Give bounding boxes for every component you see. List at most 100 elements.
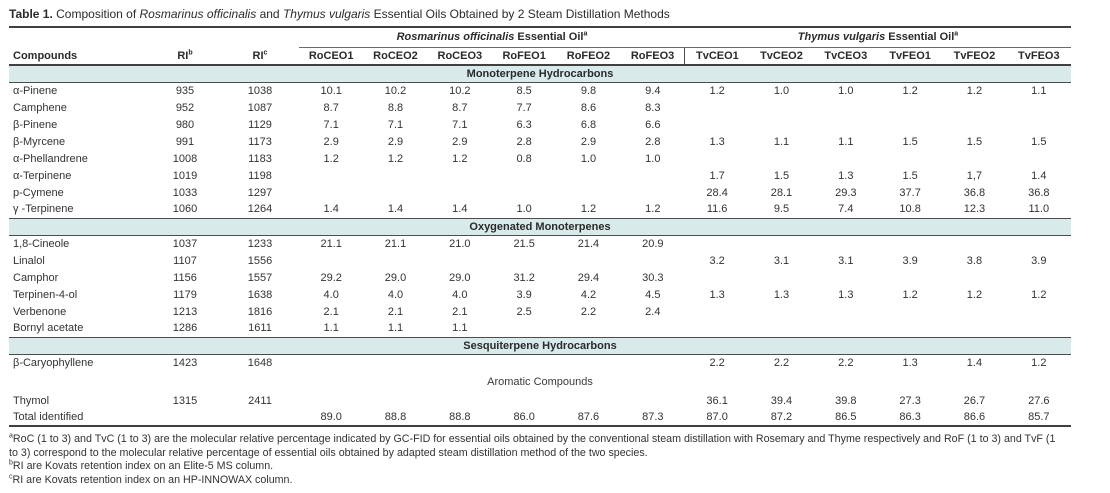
value-cell [556,354,620,371]
value-cell [492,252,556,269]
table-title: Table 1. Composition of Rosmarinus offic… [9,7,1071,21]
ri-b-cell: 1060 [172,203,198,216]
value-cell: 87.2 [770,411,793,423]
value-cell [878,150,942,167]
compound-cell: β-Caryophyllene [13,356,94,369]
value-cell [878,320,942,337]
value-cell: 9.8 [580,84,597,97]
value-cell [556,252,620,269]
value-cell [299,354,363,371]
value-cell: 1.3 [838,288,854,301]
value-cell: 1.2 [1031,356,1047,369]
value-cell: 11.6 [706,203,728,216]
compound-cell: γ -Terpinene [13,203,74,216]
ri-b-cell: 1037 [172,237,198,250]
value-cell: 1.1 [838,135,854,148]
footnote: bRI are Kovats retention index on an Eli… [9,459,274,472]
value-cell [363,392,427,409]
value-cell [814,320,878,337]
ri-c-cell: 1556 [247,254,273,267]
ri-c-cell: 1198 [248,169,272,182]
table-row: α-Terpinene 1019 1198 1.7 1.5 1.3 1.5 1,7 1.4 [9,167,1071,184]
value-cell: 4.0 [387,288,404,301]
section-label: Aromatic Compounds [487,375,593,388]
value-cell: 36.8 [1028,186,1050,199]
value-cell: 1.5 [902,135,918,148]
ri-c-cell: 1173 [248,135,272,148]
value-cell [363,167,427,184]
table-body: Monoterpene Hydrocarbons α-Pinene 935 1038 1… [9,64,1071,426]
ri-c-cell: 2411 [248,394,272,407]
value-cell [814,269,878,286]
value-cell: 1.2 [1031,288,1047,301]
value-cell [428,184,492,201]
value-cell: 1.0 [580,152,597,165]
value-cell: 3.2 [709,254,725,267]
value-cell: 30.3 [642,271,664,284]
value-cell: 8.6 [580,101,597,114]
value-cell: 1.0 [773,84,790,97]
table-row: Bornyl acetate 1286 1611 1.1 1.1 1.1 [9,320,1071,337]
ri-b-cell: 1019 [172,169,198,182]
value-cell: 1.3 [709,135,725,148]
value-cell [814,235,878,252]
value-cell: 86.0 [513,411,535,423]
value-cell: 86.6 [963,411,986,423]
value-cell: 8.7 [452,101,468,114]
column-header: TvFEO2 [942,47,1007,66]
value-cell [621,184,685,201]
value-cell: 1.2 [902,84,918,97]
value-cell [492,320,556,337]
compound-cell: β-Pinene [13,118,58,131]
table-row: β-Pinene 980 1129 7.1 7.1 7.1 6.3 6.8 6.6 [9,116,1071,133]
value-cell: 10.1 [320,84,342,97]
value-cell: 27.6 [1028,394,1050,407]
value-cell: 12.3 [963,203,986,216]
value-cell: 1.2 [645,203,661,216]
value-cell: 21.4 [577,237,600,250]
ri-b-cell: 1286 [172,322,198,335]
value-cell: 28.1 [770,186,793,199]
section-label: Sesquiterpene Hydrocarbons [9,336,1071,355]
value-cell: 1.1 [773,135,790,148]
table-row: γ -Terpinene 1060 1264 1.4 1.4 1.4 1.0 1.2 1.2 11… [9,201,1071,218]
value-cell [942,116,1006,133]
value-cell [878,303,942,320]
table-figure: Table 1. Composition of Rosmarinus offic… [9,7,1071,487]
value-cell: 1.0 [838,84,854,97]
value-cell: 2.2 [580,305,597,318]
ri-c-cell: 1129 [248,118,272,131]
value-cell: 88.8 [384,411,407,423]
compound-cell: p-Cymene [13,186,64,199]
value-cell [621,392,685,409]
ri-c-cell: 1557 [247,271,273,284]
title-segment: Essential Oils Obtained by 2 Steam Disti… [370,7,670,21]
value-cell: 7.7 [516,101,532,114]
value-cell: 4.2 [580,288,597,301]
column-header: RoFEO1 [491,47,557,66]
value-cell: 86.3 [899,411,921,423]
value-cell: 9.4 [645,84,661,97]
value-cell: 8.3 [645,101,661,114]
value-cell [492,354,556,371]
table-row: Camphene 952 1087 8.7 8.8 8.7 7.7 8.6 8.3 [9,99,1071,116]
value-cell: 1.3 [709,288,725,301]
value-cell: 29.4 [577,271,600,284]
value-cell: 2.1 [323,305,339,318]
compound-cell: Bornyl acetate [13,322,84,335]
table-row: Linalol 1107 1556 3.2 3.1 3.1 3.9 3.8 3.9 [9,252,1071,269]
value-cell: 1.1 [452,322,468,335]
value-cell [749,150,813,167]
column-header: RIc [221,47,299,66]
value-cell: 2.1 [452,305,468,318]
value-cell: 2.9 [452,135,468,148]
ri-b-cell: 1107 [173,254,197,267]
value-cell [749,320,813,337]
value-cell [299,184,363,201]
value-cell: 10.8 [899,203,921,216]
value-cell: 87.6 [577,411,600,423]
value-cell [1007,303,1071,320]
column-header: RoCEO1 [299,47,364,66]
ri-c-cell: 1087 [247,101,273,114]
value-cell: 1.5 [902,169,918,182]
